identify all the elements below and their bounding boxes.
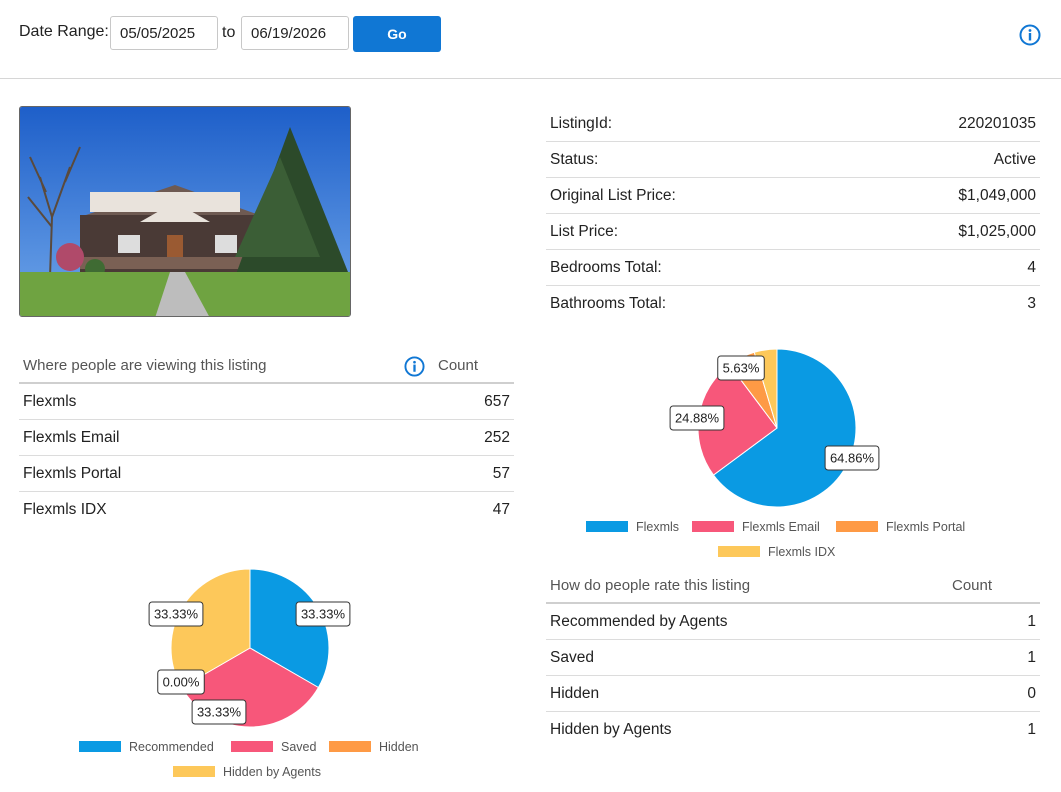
date-range-bar: Date Range: to Go [0, 0, 1061, 79]
table-row: Hidden by Agents 1 [546, 712, 1040, 748]
svg-text:Hidden: Hidden [379, 740, 419, 754]
legend-item[interactable]: Saved [231, 740, 316, 754]
detail-row: Bathrooms Total: 3 [546, 286, 1040, 322]
svg-text:24.88%: 24.88% [675, 411, 720, 426]
row-label: Flexmls Email [23, 428, 120, 446]
detail-row: Bedrooms Total: 4 [546, 250, 1040, 286]
detail-label: Status: [550, 150, 599, 168]
table-row: Hidden 0 [546, 676, 1040, 712]
svg-text:Flexmls IDX: Flexmls IDX [768, 545, 836, 559]
row-count: 47 [492, 501, 510, 518]
svg-text:33.33%: 33.33% [154, 607, 199, 622]
end-date-input[interactable] [241, 16, 349, 50]
detail-label: List Price: [550, 222, 619, 240]
row-count: 1 [1027, 612, 1036, 630]
svg-text:Flexmls: Flexmls [636, 520, 679, 534]
detail-row: ListingId: 220201035 [546, 106, 1040, 142]
legend-item[interactable]: Hidden by Agents [173, 765, 321, 779]
table-row: Flexmls 657 [19, 384, 514, 420]
views-header-label: Where people are viewing this listing [23, 356, 267, 374]
table-row: Flexmls IDX 47 [19, 492, 514, 528]
svg-text:5.63%: 5.63% [723, 361, 760, 376]
detail-label: Bathrooms Total: [550, 295, 667, 312]
svg-text:33.33%: 33.33% [197, 705, 242, 720]
to-label: to [222, 24, 236, 41]
detail-value: Active [993, 150, 1036, 168]
row-label: Saved [550, 648, 594, 666]
svg-text:33.33%: 33.33% [301, 607, 346, 622]
ratings-table: How do people rate this listing Count Re… [546, 568, 1040, 748]
svg-text:Saved: Saved [281, 740, 316, 754]
row-label: Flexmls IDX [23, 501, 107, 518]
table-row: Flexmls Portal 57 [19, 456, 514, 492]
svg-text:Hidden by Agents: Hidden by Agents [223, 765, 321, 779]
pie-data-label: 24.88% [669, 405, 725, 431]
svg-text:64.86%: 64.86% [830, 451, 875, 466]
row-label: Hidden [550, 684, 600, 702]
detail-value: $1,025,000 [958, 222, 1036, 240]
table-row: Saved 1 [546, 640, 1040, 676]
legend-item[interactable]: Hidden [329, 740, 419, 754]
row-count: 0 [1027, 684, 1036, 702]
svg-text:Flexmls Email: Flexmls Email [742, 520, 820, 534]
pie-data-label: 33.33% [295, 601, 351, 627]
views-table: Where people are viewing this listing Co… [19, 348, 514, 528]
listing-details: ListingId: 220201035 Status: Active Origin… [546, 106, 1040, 322]
row-label: Flexmls Portal [23, 464, 122, 482]
row-count: 252 [484, 428, 510, 446]
info-icon[interactable] [404, 356, 425, 377]
row-label: Hidden by Agents [550, 721, 672, 738]
detail-row: List Price: $1,025,000 [546, 214, 1040, 250]
legend-item[interactable]: Recommended [79, 740, 214, 754]
table-row: Flexmls Email 252 [19, 420, 514, 456]
svg-text:Recommended: Recommended [129, 740, 214, 754]
row-count: 1 [1027, 721, 1036, 738]
detail-label: Original List Price: [550, 186, 676, 204]
date-range-label: Date Range: [19, 23, 109, 40]
row-label: Recommended by Agents [550, 612, 728, 630]
ratings-pie-chart: 33.33% 33.33% 0.00% 33.33% Recommended Saved H… [79, 568, 419, 779]
detail-row: Original List Price: $1,049,000 [546, 178, 1040, 214]
row-count: 57 [492, 464, 510, 482]
detail-value: 3 [1027, 295, 1036, 312]
legend-item[interactable]: Flexmls [586, 520, 679, 534]
row-count: 657 [484, 392, 510, 410]
detail-value: 220201035 [958, 114, 1036, 132]
detail-value: 4 [1027, 258, 1036, 276]
listing-photo [19, 106, 351, 317]
views-table-header: Where people are viewing this listing Co… [19, 348, 514, 384]
legend-item[interactable]: Flexmls IDX [718, 545, 836, 559]
pie-data-label: 5.63% [717, 355, 765, 381]
ratings-count-header: Count [952, 576, 993, 594]
ratings-table-header: How do people rate this listing Count [546, 568, 1040, 604]
row-count: 1 [1027, 648, 1036, 666]
detail-value: $1,049,000 [958, 186, 1036, 204]
start-date-input[interactable] [110, 16, 218, 50]
detail-row: Status: Active [546, 142, 1040, 178]
svg-text:Flexmls Portal: Flexmls Portal [886, 520, 965, 534]
pie-data-label: 64.86% [824, 445, 880, 471]
views-count-header: Count [438, 356, 479, 374]
table-row: Recommended by Agents 1 [546, 604, 1040, 640]
pie-data-label: 33.33% [191, 699, 247, 725]
pie-data-label: 33.33% [148, 601, 204, 627]
go-button[interactable]: Go [353, 16, 441, 52]
detail-label: ListingId: [550, 114, 613, 132]
views-pie-chart: 64.86% 24.88% 5.63% Flexmls Flexmls Email Fle… [586, 348, 965, 559]
pie-data-label: 0.00% [157, 669, 205, 695]
row-label: Flexmls [23, 392, 77, 410]
ratings-header-label: How do people rate this listing [550, 576, 751, 594]
legend-item[interactable]: Flexmls Portal [836, 520, 965, 534]
legend-item[interactable]: Flexmls Email [692, 520, 820, 534]
info-icon[interactable] [1019, 24, 1041, 46]
svg-text:0.00%: 0.00% [163, 675, 200, 690]
detail-label: Bedrooms Total: [550, 258, 662, 276]
